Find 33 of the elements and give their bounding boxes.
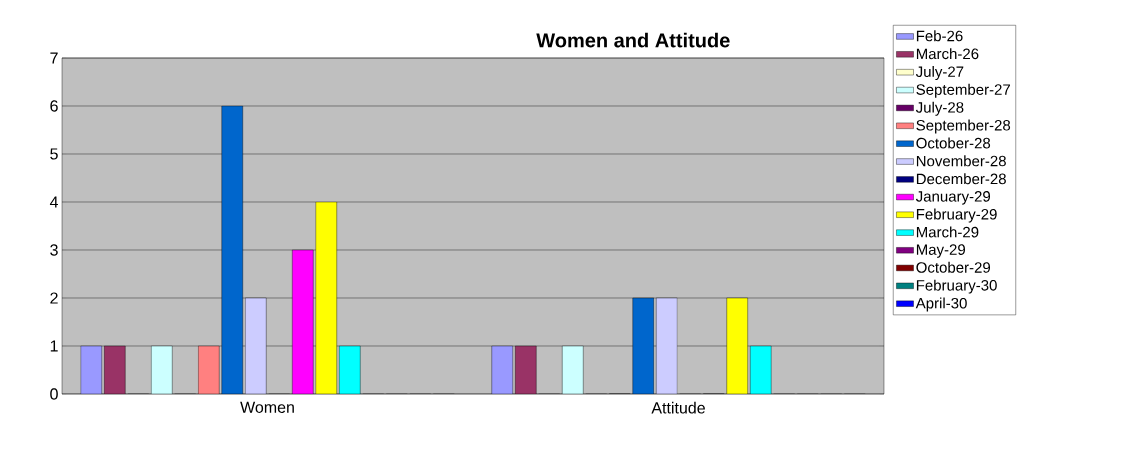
y-tick-label: 2	[50, 292, 58, 304]
bar	[198, 345, 220, 394]
y-tick-label: 5	[50, 148, 58, 160]
legend-label: March-29	[916, 226, 979, 238]
bar	[726, 297, 748, 394]
legend-label: July-28	[915, 101, 964, 116]
legend-label: December-28	[916, 173, 1006, 185]
y-tick-label: 1	[50, 340, 58, 352]
legend-label: Feb-26	[916, 30, 963, 42]
y-tick-label: 6	[50, 100, 58, 112]
bar	[80, 345, 102, 394]
bar	[292, 249, 314, 394]
legend-label: September-27	[916, 83, 1010, 98]
y-tick-label: 7	[50, 52, 58, 64]
y-tick-label: 0	[50, 388, 58, 400]
legend-label: October-28	[916, 137, 991, 149]
legend-label: February-30	[916, 279, 997, 294]
legend-label: March-26	[916, 48, 979, 60]
y-tick-label: 4	[49, 196, 58, 208]
legend-label: May-29	[916, 244, 965, 258]
x-tick-label: Attitude	[651, 401, 705, 414]
legend-label: September-28	[916, 119, 1011, 134]
bar	[315, 201, 337, 394]
legend-label: July-27	[915, 66, 964, 80]
legend-label: February-29	[916, 208, 997, 223]
legend-label: November-28	[916, 155, 1006, 167]
bar	[491, 345, 513, 394]
legend-label: October-29	[916, 261, 991, 273]
y-tick-label: 3	[50, 244, 58, 256]
legend-label: January-29	[915, 191, 991, 205]
chart-title: Women and Attitude	[536, 32, 730, 48]
legend-label: April-30	[915, 297, 967, 312]
x-tick-label: Women	[240, 401, 294, 413]
